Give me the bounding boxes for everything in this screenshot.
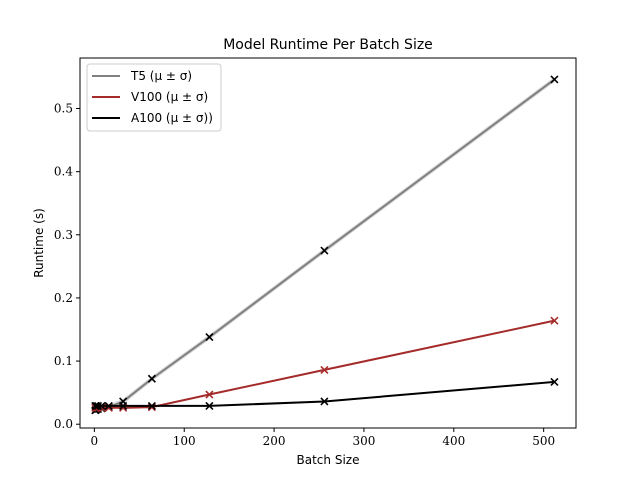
data-point xyxy=(550,377,559,386)
data-point xyxy=(147,401,156,410)
data-point xyxy=(320,246,329,255)
data-point xyxy=(320,397,329,406)
data-point xyxy=(97,401,106,410)
series-layer xyxy=(91,75,559,415)
x-tick-label: 300 xyxy=(352,434,375,448)
data-point xyxy=(119,401,128,410)
x-tick-label: 200 xyxy=(263,434,286,448)
data-point xyxy=(205,401,214,410)
axes-frame xyxy=(79,57,577,429)
legend: T5 (μ ± σ) V100 (μ ± σ) A100 (μ ± σ)) xyxy=(86,63,222,132)
data-point xyxy=(320,365,329,374)
chart-title: Model Runtime Per Batch Size xyxy=(223,37,433,53)
data-point xyxy=(205,390,214,399)
y-tick-label: 0.3 xyxy=(54,228,73,242)
legend-label-v100: V100 (μ ± σ) xyxy=(131,90,208,104)
y-tick-label: 0.0 xyxy=(54,417,73,431)
legend-box xyxy=(86,63,222,132)
data-point xyxy=(147,403,156,412)
data-point xyxy=(147,374,156,383)
data-point xyxy=(550,75,559,84)
y-tick-label: 0.4 xyxy=(54,165,73,179)
y-axis-label: Runtime (s) xyxy=(32,208,46,278)
x-axis-label: Batch Size xyxy=(297,453,360,467)
y-tick-label: 0.2 xyxy=(54,291,73,305)
axes-layer: 0 100 200 300 400 500 0.0 0.1 0.2 0.3 0.4 0.5 xyxy=(54,102,555,448)
legend-label-a100: A100 (μ ± σ)) xyxy=(131,111,213,125)
x-tick-label: 500 xyxy=(532,434,555,448)
y-tick-label: 0.1 xyxy=(54,354,73,368)
data-point xyxy=(205,333,214,342)
data-point xyxy=(104,401,113,410)
data-point xyxy=(550,316,559,325)
y-tick-label: 0.5 xyxy=(54,102,73,116)
x-tick-label: 0 xyxy=(91,434,99,448)
plot-area: 0 100 200 300 400 500 0.0 0.1 0.2 0.3 0.4 0.5 xyxy=(54,57,577,448)
x-tick-label: 100 xyxy=(173,434,196,448)
x-tick-label: 400 xyxy=(442,434,465,448)
legend-label-t5: T5 (μ ± σ) xyxy=(130,69,192,83)
